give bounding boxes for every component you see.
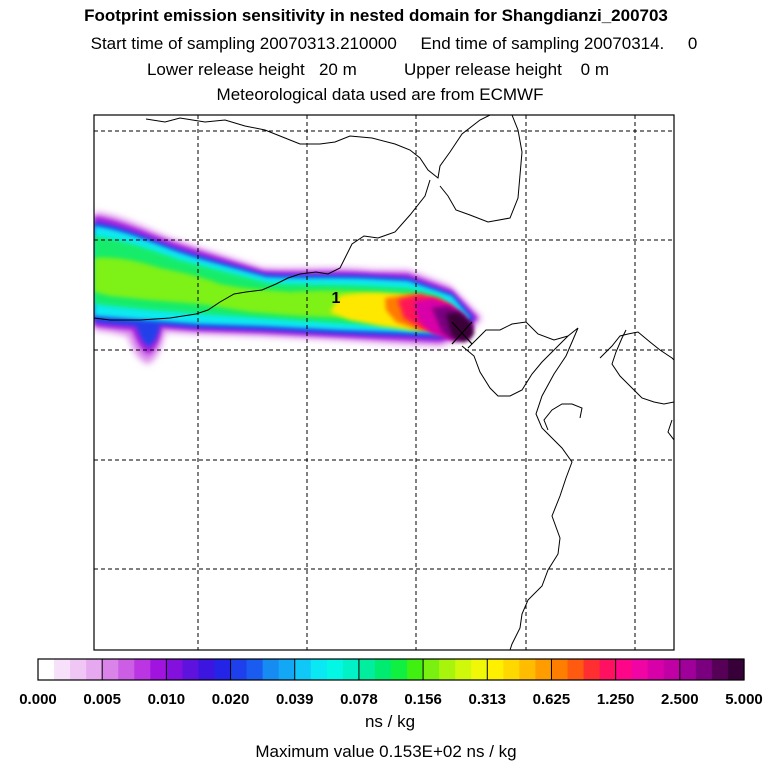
colorbar-cell	[583, 659, 601, 680]
colorbar-cell	[278, 659, 296, 680]
colorbar-cell	[374, 659, 392, 680]
colorbar-tick-label: 0.313	[468, 691, 506, 708]
colorbar-tick-label: 0.010	[148, 691, 186, 708]
colorbar-cell	[358, 659, 376, 680]
colorbar-cell	[487, 659, 504, 680]
colorbar-dividers	[101, 659, 681, 680]
colorbar-cell	[551, 659, 569, 680]
colorbar-cell	[567, 659, 585, 680]
colorbar-cell	[150, 659, 167, 680]
colorbar-tick-label: 0.625	[533, 691, 571, 708]
met-data-line: Meteorological data used are from ECMWF	[216, 85, 544, 104]
receptor-marker-icon	[451, 321, 473, 345]
graticule	[94, 115, 674, 650]
colorbar-cell	[166, 659, 184, 680]
colorbar-cell	[631, 659, 649, 680]
colorbar-cell	[118, 659, 135, 680]
colorbar-cells	[38, 659, 745, 680]
colorbar-cell	[663, 659, 681, 680]
colorbar-cell	[391, 659, 408, 680]
colorbar-cell	[310, 659, 328, 680]
colorbar-cell	[455, 659, 472, 680]
colorbar-cell	[711, 659, 729, 680]
colorbar-cell	[342, 659, 360, 680]
colorbar-cell	[326, 659, 344, 680]
colorbar-cell	[439, 659, 456, 680]
colorbar-cell	[679, 659, 697, 680]
colorbar-tick-label: 0.020	[212, 691, 250, 708]
colorbar-cell	[695, 659, 713, 680]
plume-layer-core	[446, 312, 474, 342]
colorbar-tick-label: 0.005	[83, 691, 121, 708]
colorbar-tick-label: 0.078	[340, 691, 378, 708]
colorbar-cell	[294, 659, 312, 680]
colorbar-cell	[503, 659, 520, 680]
colorbar-cell	[102, 659, 119, 680]
colorbar-cell	[230, 659, 248, 680]
colorbar-cell	[727, 659, 745, 680]
colorbar-cell	[535, 659, 553, 680]
colorbar-unit: ns / kg	[364, 712, 416, 731]
footprint-plume	[94, 212, 482, 364]
colorbar-cell	[182, 659, 200, 680]
release-height-line: Lower release height 20 m Upper release …	[146, 60, 610, 79]
colorbar-labels: 0.000 0.005 0.010 0.020 0.039 0.078 0.156 0.313…	[19, 691, 763, 708]
sampling-time-line: Start time of sampling 20070313.210000 E…	[90, 34, 698, 53]
chart-title: Footprint emission sensitivity in nested…	[84, 6, 668, 25]
colorbar-cell	[54, 659, 71, 680]
station-label: 1	[332, 290, 341, 307]
colorbar-tick-label: 0.156	[404, 691, 442, 708]
colorbar-frame	[37, 658, 745, 681]
colorbar-cell	[86, 659, 103, 680]
map-frame	[93, 114, 675, 651]
colorbar-tick-label: 5.000	[725, 691, 763, 708]
coastlines	[94, 115, 674, 650]
max-value-label: Maximum value 0.153E+02 ns / kg	[255, 742, 517, 761]
colorbar-cell	[134, 659, 151, 680]
colorbar-tick-label: 0.039	[276, 691, 314, 708]
colorbar-cell	[519, 659, 537, 680]
colorbar-cell	[647, 659, 665, 680]
colorbar-cell	[262, 659, 280, 680]
colorbar-cell	[423, 659, 440, 680]
colorbar-tick-label: 2.500	[661, 691, 699, 708]
colorbar-tick-label: 0.000	[19, 691, 57, 708]
colorbar-cell	[599, 659, 617, 680]
colorbar-cell	[471, 659, 488, 680]
colorbar-tick-label: 1.250	[597, 691, 635, 708]
colorbar-cell	[214, 659, 232, 680]
colorbar-cell	[198, 659, 216, 680]
colorbar-cell	[246, 659, 264, 680]
colorbar-cell	[407, 659, 424, 680]
colorbar-cell	[38, 659, 55, 680]
colorbar-cell	[70, 659, 87, 680]
colorbar-cell	[615, 659, 633, 680]
